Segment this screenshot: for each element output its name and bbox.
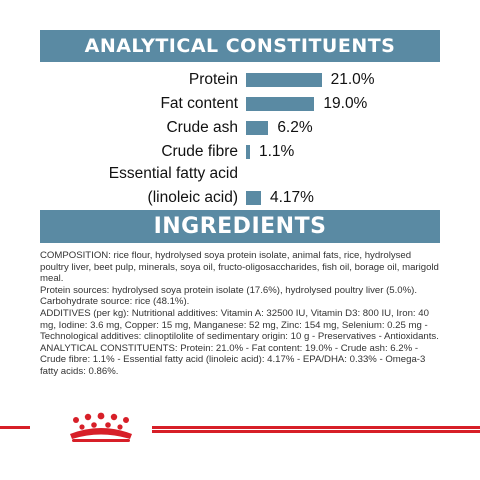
constituent-label: Fat content	[160, 95, 238, 112]
constituent-label: Crude fibre	[161, 143, 238, 160]
constituent-row-protein: Protein 21.0%	[0, 68, 480, 92]
constituent-bar	[246, 145, 250, 159]
constituent-value: 19.0%	[323, 95, 368, 112]
constituent-label: Crude ash	[166, 119, 238, 136]
ingredients-additives: ADDITIVES (per kg): Nutritional additive…	[40, 307, 439, 343]
constituent-row-fibre: Crude fibre 1.1%	[0, 140, 480, 164]
constituent-bar	[246, 73, 322, 87]
footer-divider-left	[0, 426, 30, 429]
constituent-bar	[246, 97, 315, 111]
analytical-constituents-title: ANALYTICAL CONSTITUENTS	[84, 35, 396, 57]
constituent-value: 1.1%	[259, 143, 295, 160]
constituent-label: (linoleic acid)	[147, 189, 238, 206]
ingredients-composition: COMPOSITION: rice flour, hydrolysed soya…	[40, 250, 439, 285]
constituent-bar	[246, 191, 261, 205]
crown-logo-icon	[70, 412, 132, 442]
constituent-row-linoleic: (linoleic acid) 4.17%	[0, 186, 480, 210]
analytical-constituents-list: Protein 21.0% Fat content 19.0% Crude as…	[0, 0, 480, 210]
constituent-row-fat: Fat content 19.0%	[0, 92, 480, 116]
footer-divider-right-lower	[152, 430, 480, 433]
constituent-label: Protein	[188, 71, 238, 88]
ingredients-analytical: ANALYTICAL CONSTITUENTS: Protein: 21.0% …	[40, 342, 426, 377]
constituent-value: 4.17%	[270, 189, 314, 206]
ingredients-header: INGREDIENTS	[40, 210, 440, 243]
footer-divider-right	[152, 426, 480, 429]
constituent-value: 6.2%	[277, 119, 313, 136]
analytical-constituents-header: ANALYTICAL CONSTITUENTS	[40, 30, 440, 62]
ingredients-title: INGREDIENTS	[153, 214, 327, 239]
constituent-label-line1: Essential fatty acid	[108, 165, 238, 182]
constituent-value: 21.0%	[330, 71, 375, 88]
constituent-bar	[246, 121, 269, 135]
ingredients-text: COMPOSITION: rice flour, hydrolysed soya…	[40, 250, 440, 378]
constituent-row-ash: Crude ash 6.2%	[0, 116, 480, 140]
ingredients-carbohydrate-source: Carbohydrate source: rice (48.1%).	[40, 296, 190, 308]
ingredients-protein-sources: Protein sources: hydrolysed soya protein…	[40, 284, 417, 296]
